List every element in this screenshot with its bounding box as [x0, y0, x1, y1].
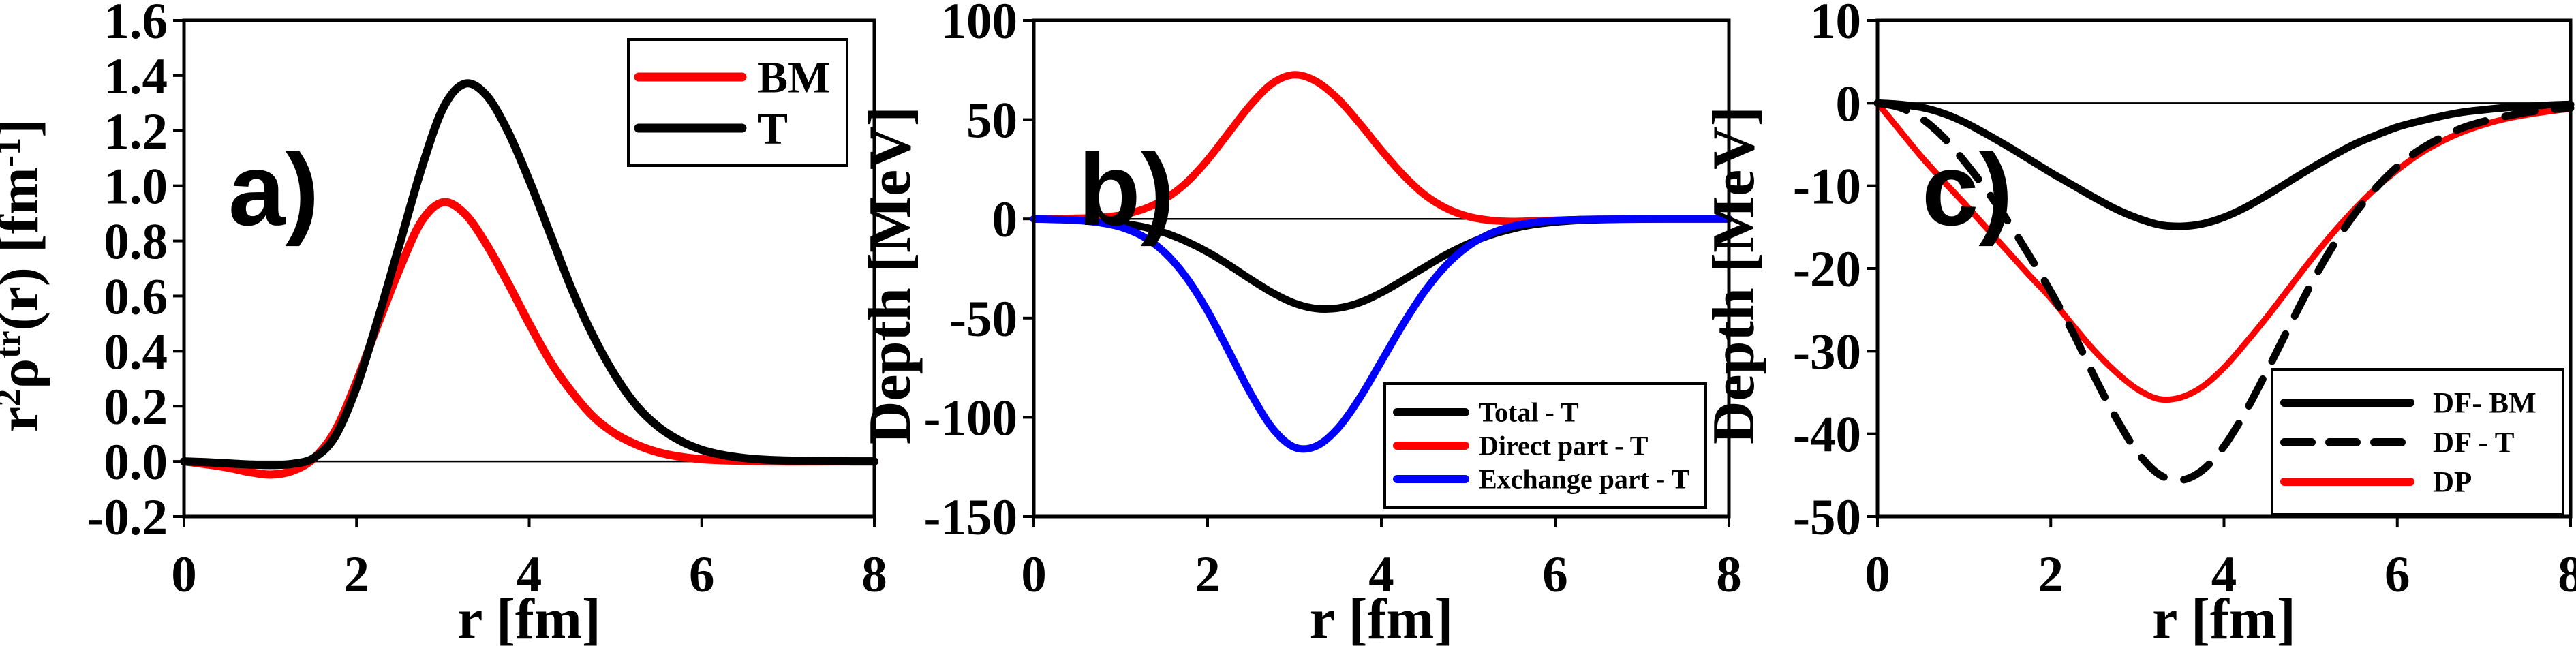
x-tick-label: 4: [1368, 547, 1394, 603]
y-tick-label: 0: [992, 191, 1018, 248]
panel-letter-b: b): [1078, 132, 1175, 247]
y-axis-title: r2ρtr(r) [fm-1]: [0, 119, 50, 432]
legend-box: [627, 38, 848, 167]
y-tick-label: 100: [941, 0, 1018, 50]
x-tick-label: 2: [1195, 547, 1221, 603]
x-tick-label: 6: [689, 547, 715, 603]
y-axis-title: Depth [MeV]: [857, 106, 923, 444]
y-tick-label: 0.4: [104, 324, 168, 380]
curve-df-t: [1873, 99, 2575, 484]
y-tick-label: 1.6: [104, 0, 168, 50]
curve-t: [180, 79, 878, 470]
plot-frame: [182, 18, 876, 519]
legend-label-exchange-part-t: Exchange part - T: [1479, 464, 1690, 495]
x-tick-label: 0: [1865, 547, 1890, 603]
x-tick-label: 6: [2385, 547, 2410, 603]
panel-a: 1.61.41.21.00.80.60.40.20.0-0.20 2 4 6 8 r [f…: [0, 0, 887, 646]
y-axis-title: Depth [MeV]: [1701, 106, 1767, 444]
x-tick-label: 4: [517, 547, 542, 603]
y-tick-label: 10: [1810, 0, 1861, 50]
x-tick-label: 0: [1021, 547, 1047, 603]
legend-label-total-t: Total - T: [1479, 397, 1579, 428]
y-tick-label: -0.2: [87, 489, 168, 546]
curve-exchange-part-t: [1030, 215, 1733, 453]
x-tick-label: 6: [1542, 547, 1568, 603]
y-tick-label: 50: [966, 93, 1017, 149]
x-tick-label: 2: [2038, 547, 2064, 603]
y-tick-label: -100: [924, 390, 1017, 446]
panel-c: 100-10-20-30-40-500 2 4 6 8r [fm]Depth [MeV]…: [1701, 0, 2576, 646]
legend-box: [2271, 368, 2564, 516]
curve-df-bm: [1873, 99, 2575, 230]
plot-frame: [1875, 18, 2573, 519]
legend-label-bm: BM: [758, 52, 830, 102]
x-tick-label: 2: [344, 547, 370, 603]
x-tick-label: 0: [171, 547, 197, 603]
legend-label-df-t: DF - T: [2433, 427, 2515, 459]
x-axis-title: r [fm]: [457, 587, 601, 646]
legend-c: DF- BM DF - T DP: [2271, 368, 2564, 516]
curve-dp: [1874, 99, 2574, 403]
legend-a: BMT: [627, 38, 848, 167]
y-tick-label: -150: [924, 489, 1017, 546]
y-tick-label: -40: [1793, 407, 1861, 463]
y-tick-label: 1.4: [104, 48, 168, 105]
y-tick-label: 0.0: [104, 434, 168, 491]
legend-label-df-bm: DF- BM: [2433, 388, 2536, 420]
x-tick-label: 8: [2558, 547, 2576, 603]
y-tick-label: -20: [1793, 241, 1861, 298]
y-tick-label: 1.0: [104, 159, 168, 215]
y-tick-label: 0: [1836, 76, 1862, 132]
panel-letter-a: a): [228, 132, 319, 247]
plot-frame: [1032, 18, 1731, 519]
y-tick-label: -50: [1793, 489, 1861, 546]
x-axis-title: r [fm]: [2152, 587, 2296, 646]
panel-letter-c: c): [1922, 132, 2012, 247]
legend-label-dp: DP: [2433, 467, 2472, 499]
x-tick-label: 8: [861, 547, 887, 603]
y-tick-label: 0.2: [104, 379, 168, 435]
x-axis-title: r [fm]: [1310, 587, 1454, 646]
x-tick-label: 8: [1716, 547, 1742, 603]
x-tick-label: 4: [2211, 547, 2237, 603]
legend-label-direct-part-t: Direct part - T: [1479, 431, 1649, 461]
y-tick-label: 0.6: [104, 268, 168, 325]
y-tick-label: 1.2: [104, 104, 168, 160]
y-tick-label: -50: [949, 291, 1017, 348]
legend-label-t: T: [758, 104, 788, 153]
y-tick-label: 0.8: [104, 214, 168, 271]
y-tick-label: -30: [1793, 324, 1861, 380]
y-tick-label: -10: [1793, 159, 1861, 215]
